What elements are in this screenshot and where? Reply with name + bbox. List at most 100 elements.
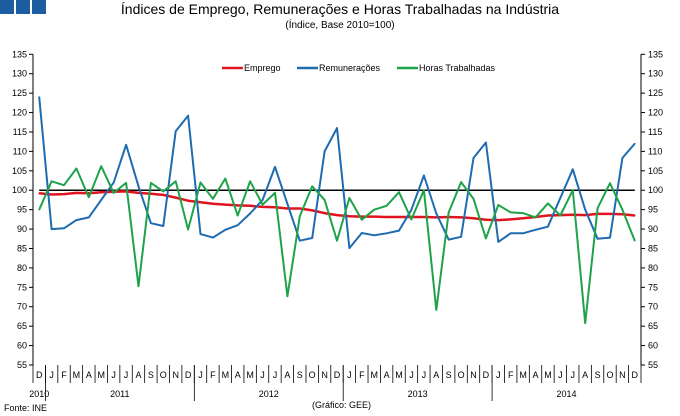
x-tick-label: M (395, 370, 403, 380)
x-tick-label: S (148, 370, 154, 380)
x-tick-label: S (297, 370, 303, 380)
y-tick-label-right: 110 (648, 146, 662, 156)
x-tick-label: M (73, 370, 81, 380)
data-point (162, 190, 165, 193)
data-point (323, 150, 326, 153)
data-point (633, 214, 636, 217)
x-tick-label: J (111, 370, 116, 380)
data-point (373, 215, 376, 218)
y-tick-label-right: 130 (648, 69, 663, 79)
data-point (112, 181, 115, 184)
data-point (150, 182, 152, 184)
data-point (63, 184, 65, 186)
data-point (609, 213, 611, 215)
x-tick-label: A (235, 370, 241, 380)
y-tick-label-right: 80 (648, 263, 658, 273)
x-tick-label: A (135, 370, 141, 380)
x-tick-label: J (260, 370, 265, 380)
x-tick-label: D (334, 370, 341, 380)
data-point (559, 197, 562, 199)
data-point (199, 201, 202, 204)
data-point (485, 141, 487, 144)
y-tick-label-right: 105 (648, 166, 663, 176)
data-point (348, 215, 351, 218)
y-tick-label-left: 135 (12, 49, 27, 59)
data-point (596, 237, 599, 240)
x-tick-label: F (508, 370, 514, 380)
x-tick-label: J (49, 370, 54, 380)
year-label: 2013 (408, 389, 428, 399)
data-point (571, 213, 574, 216)
x-tick-label: J (124, 370, 129, 380)
data-point (88, 216, 90, 219)
data-point (63, 227, 65, 230)
x-tick-label: A (86, 370, 92, 380)
year-label: 2011 (110, 389, 129, 399)
data-point (398, 191, 400, 193)
data-point (199, 233, 202, 235)
y-tick-label-right: 135 (648, 49, 663, 59)
data-point (236, 204, 239, 207)
data-point (174, 130, 177, 132)
data-point (199, 181, 202, 184)
data-point (472, 217, 475, 219)
data-point (261, 203, 264, 206)
data-point (385, 232, 388, 235)
data-point (509, 211, 512, 214)
x-tick-label: F (359, 370, 365, 380)
x-tick-label: O (309, 370, 316, 380)
data-point (75, 167, 78, 170)
x-tick-label: J (422, 370, 427, 380)
data-point (423, 216, 425, 218)
data-point (38, 96, 41, 98)
x-tick-label: A (284, 370, 290, 380)
data-point (460, 236, 462, 238)
y-tick-label-right: 65 (648, 321, 658, 331)
logo (0, 0, 46, 14)
y-tick-label-right: 75 (648, 282, 658, 292)
data-point (50, 228, 53, 230)
series-remunera-es (38, 96, 636, 250)
data-point (385, 204, 388, 207)
data-point (460, 181, 462, 183)
legend-item: Remunerações (297, 63, 381, 73)
legend-label: Horas Trabalhadas (419, 63, 496, 73)
data-point (38, 192, 41, 195)
data-point (621, 157, 624, 159)
y-tick-label-right: 60 (648, 341, 658, 351)
data-point (497, 241, 500, 243)
chart-subtitle: (Índice, Base 2010=100) (285, 18, 394, 31)
data-point (274, 166, 276, 168)
data-point (286, 203, 289, 205)
y-tick-label-left: 110 (13, 146, 27, 156)
legend-item: Horas Trabalhadas (397, 63, 496, 73)
data-point (373, 208, 376, 211)
y-tick-label-left: 115 (13, 127, 27, 137)
data-point (584, 208, 586, 211)
data-point (497, 204, 500, 206)
data-point (261, 199, 264, 201)
data-point (609, 236, 611, 239)
data-point (137, 192, 140, 194)
data-point (187, 199, 189, 202)
data-point (274, 206, 276, 209)
y-tick-label-right: 55 (648, 360, 658, 370)
data-point (112, 192, 115, 194)
data-point (398, 216, 400, 218)
x-tick-label: N (619, 370, 626, 380)
data-point (224, 229, 227, 231)
data-point (509, 232, 512, 235)
x-tick-label: O (458, 370, 465, 380)
year-label: 2010 (29, 389, 49, 399)
data-point (435, 216, 438, 219)
x-tick-label: O (606, 370, 613, 380)
data-point (596, 207, 599, 209)
data-point (435, 212, 438, 215)
data-point (298, 215, 301, 218)
data-point (63, 193, 65, 195)
y-tick-label-left: 60 (17, 341, 27, 351)
x-tick-label: F (210, 370, 216, 380)
x-tick-label: A (384, 370, 390, 380)
y-tick-label-left: 120 (12, 108, 27, 118)
y-tick-label-right: 85 (648, 243, 658, 253)
